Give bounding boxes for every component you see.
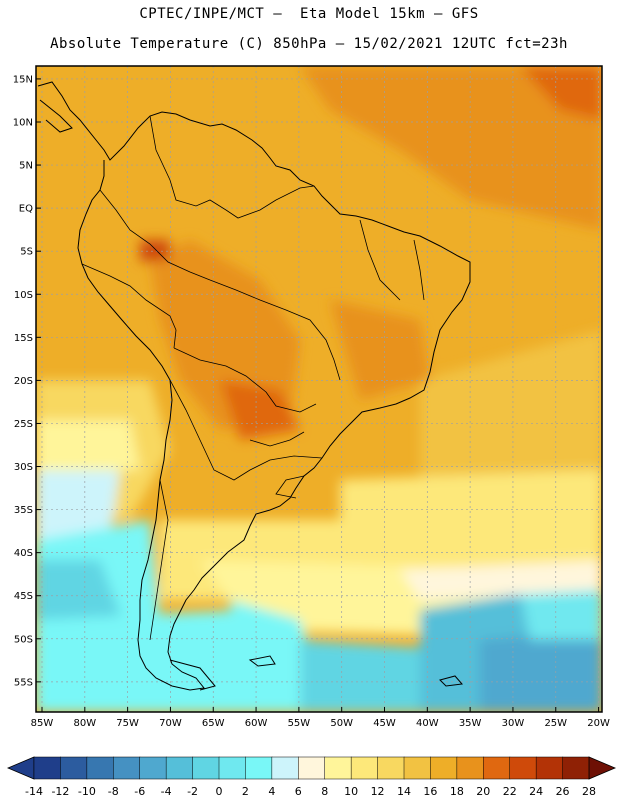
colorbar-tick-label: -8 — [108, 785, 119, 798]
coastlines — [37, 81, 471, 691]
colorbar-tick-label: 18 — [450, 785, 464, 798]
grid-lines — [36, 66, 602, 712]
colorbar-tick-label: 16 — [423, 785, 437, 798]
colorbar-right-arrow — [588, 756, 617, 780]
colorbar-swatch — [139, 756, 167, 780]
latitude-labels: 15N 10N 5N EQ 5S 10S 15S 20S 25S 30S 35S 40S 45S 50S 5… — [13, 74, 41, 688]
colorbar-swatch — [86, 756, 114, 780]
colorbar-tick-label: 4 — [268, 785, 275, 798]
colorbar-tick-label: 24 — [529, 785, 543, 798]
lon-tick-label: 20W — [587, 718, 610, 729]
colorbar-left-arrow — [6, 756, 35, 780]
colorbar-tick-label: 2 — [242, 785, 249, 798]
colorbar-tick-label: 10 — [344, 785, 358, 798]
lon-tick-label: 40W — [416, 718, 439, 729]
lat-tick-label: 20S — [14, 376, 33, 387]
lat-tick-label: 10S — [14, 290, 33, 301]
lon-tick-label: 55W — [288, 718, 311, 729]
lon-tick-label: 35W — [459, 718, 482, 729]
colorbar-swatch — [218, 756, 246, 780]
colorbar-tick-label: -2 — [187, 785, 198, 798]
colorbar-swatch — [509, 756, 537, 780]
lat-tick-label: 15S — [14, 333, 33, 344]
colorbar-tick-label: 20 — [476, 785, 490, 798]
colorbar-swatch — [350, 756, 379, 780]
colorbar-swatch — [192, 756, 220, 780]
lat-tick-label: 45S — [14, 591, 33, 602]
colorbar-tick-label: 28 — [582, 785, 596, 798]
colorbar-tick-label: 12 — [371, 785, 385, 798]
lon-tick-label: 25W — [544, 718, 567, 729]
colorbar-swatch — [535, 756, 564, 780]
colorbar-tick-label: 0 — [216, 785, 223, 798]
temperature-field — [36, 66, 602, 712]
lat-tick-label: 55S — [14, 677, 33, 688]
lon-tick-label: 30W — [502, 718, 525, 729]
lon-tick-label: 75W — [116, 718, 139, 729]
country-borders — [81, 115, 425, 641]
colorbar-swatch — [33, 756, 61, 780]
lat-tick-label: 10N — [13, 117, 33, 128]
colorbar-swatch — [456, 756, 484, 780]
colorbar-labels: -14 -12 -10 -8 -6 -4 -2 0 2 4 6 8 10 12 14 16 18 20 22 24 26… — [25, 785, 596, 798]
colorbar-tick-label: -10 — [78, 785, 96, 798]
colorbar-swatch — [430, 756, 458, 780]
colorbar-tick-label: 8 — [321, 785, 328, 798]
lat-tick-label: 50S — [14, 634, 33, 645]
colorbar-tick-label: -12 — [51, 785, 69, 798]
colorbar-tick-label: -6 — [134, 785, 145, 798]
lat-tick-label: 35S — [14, 505, 33, 516]
lon-tick-label: 70W — [159, 718, 182, 729]
colorbar-swatch — [562, 756, 590, 780]
colorbar-swatch — [245, 756, 273, 780]
lat-tick-label: 25S — [14, 419, 33, 430]
lat-tick-label: 5S — [20, 247, 33, 258]
colorbar-tick-label: 22 — [503, 785, 517, 798]
lon-tick-label: 85W — [31, 718, 54, 729]
lat-tick-label: 5N — [19, 161, 33, 172]
chart-title-line-2: Absolute Temperature (C) 850hPa – 15/02/… — [50, 36, 568, 52]
colorbar-swatch — [113, 756, 141, 780]
colorbar — [6, 756, 617, 780]
lon-tick-label: 65W — [202, 718, 225, 729]
lat-tick-label: EQ — [19, 204, 33, 215]
longitude-labels: 85W 80W 75W 70W 65W 60W 55W 50W 45W 40W 35W 30W 25W 2… — [31, 707, 610, 729]
colorbar-swatch — [403, 756, 431, 780]
lat-tick-label: 30S — [14, 462, 33, 473]
colorbar-swatch — [271, 756, 299, 780]
map-frame — [35, 65, 603, 713]
colorbar-swatch — [165, 756, 194, 780]
lat-tick-label: 40S — [14, 548, 33, 559]
colorbar-swatch — [60, 756, 88, 780]
lon-tick-label: 80W — [73, 718, 96, 729]
chart-title-line-1: CPTEC/INPE/MCT – Eta Model 15km – GFS — [139, 6, 479, 22]
colorbar-tick-label: 26 — [556, 785, 570, 798]
colorbar-tick-label: -14 — [25, 785, 43, 798]
colorbar-tick-label: -4 — [161, 785, 172, 798]
colorbar-tick-label: 14 — [397, 785, 411, 798]
colorbar-swatch — [324, 756, 352, 780]
colorbar-swatch — [377, 756, 405, 780]
lon-tick-label: 50W — [330, 718, 353, 729]
colorbar-swatch — [298, 756, 326, 780]
colorbar-tick-label: 6 — [295, 785, 302, 798]
lat-tick-label: 15N — [13, 74, 33, 85]
lon-tick-label: 60W — [245, 718, 268, 729]
lon-tick-label: 45W — [373, 718, 396, 729]
colorbar-swatch — [483, 756, 511, 780]
